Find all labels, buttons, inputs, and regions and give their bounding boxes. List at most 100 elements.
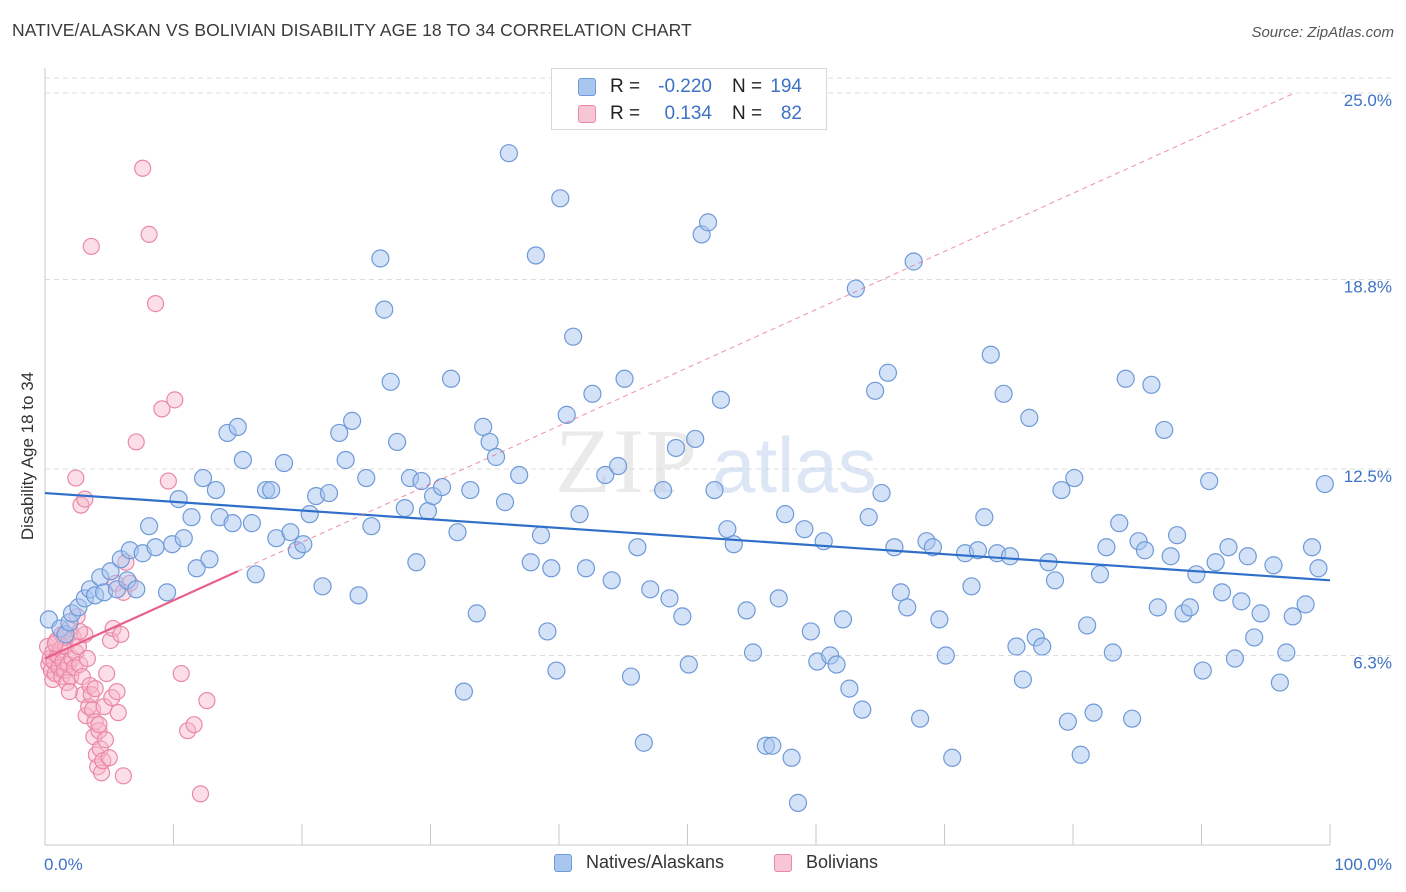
data-point-natives bbox=[557, 405, 576, 424]
data-point-natives bbox=[357, 468, 376, 488]
data-point-natives bbox=[174, 529, 193, 548]
legend-r-value: -0.220 bbox=[658, 76, 712, 97]
series-bolivians bbox=[38, 159, 216, 803]
data-point-natives bbox=[1296, 595, 1315, 614]
data-point-natives bbox=[1007, 637, 1026, 656]
data-point-natives bbox=[262, 480, 281, 500]
data-point-natives bbox=[1225, 649, 1245, 668]
data-point-natives bbox=[641, 580, 660, 599]
data-point-natives bbox=[313, 577, 332, 596]
data-point-natives bbox=[634, 733, 653, 752]
data-point-natives bbox=[1116, 369, 1135, 388]
data-point-natives bbox=[576, 559, 596, 578]
data-point-natives bbox=[1052, 480, 1071, 500]
data-point-natives bbox=[795, 520, 814, 539]
data-point-bolivians bbox=[108, 682, 126, 701]
data-point-natives bbox=[1000, 547, 1020, 566]
data-point-natives bbox=[1315, 474, 1334, 494]
series-legend: Natives/Alaskans Bolivians bbox=[0, 852, 1406, 876]
data-point-natives bbox=[711, 390, 731, 409]
data-point-natives bbox=[698, 213, 718, 232]
data-point-natives bbox=[139, 517, 159, 536]
data-point-natives bbox=[763, 736, 782, 755]
data-point-natives bbox=[182, 508, 201, 527]
data-point-natives bbox=[1090, 565, 1110, 584]
data-point-bolivians bbox=[90, 716, 108, 734]
data-point-bolivians bbox=[109, 704, 127, 722]
data-point-natives bbox=[737, 601, 756, 620]
data-point-natives bbox=[521, 553, 540, 572]
data-point-natives bbox=[1193, 661, 1212, 680]
source-label: Source: ZipAtlas.com bbox=[1251, 24, 1394, 41]
data-point-bolivians bbox=[81, 676, 99, 695]
correlation-legend: R = -0.220 N = 194 R = 0.134 N = 82 bbox=[551, 68, 827, 130]
data-point-bolivians bbox=[76, 490, 94, 508]
legend-n-value: 82 bbox=[780, 103, 802, 124]
trend-line-bolivians bbox=[44, 570, 239, 660]
data-point-natives bbox=[666, 438, 686, 458]
legend-r-label: R = bbox=[610, 103, 641, 124]
data-point-natives bbox=[412, 471, 431, 491]
data-point-natives bbox=[583, 384, 602, 403]
axes bbox=[44, 68, 1331, 846]
data-point-natives bbox=[846, 279, 865, 298]
data-point-natives bbox=[336, 450, 355, 470]
data-point-natives bbox=[564, 327, 583, 346]
data-point-natives bbox=[547, 661, 566, 680]
data-point-natives bbox=[628, 538, 647, 557]
y-tick-label: 6.3% bbox=[1353, 654, 1392, 673]
data-point-natives bbox=[679, 655, 698, 674]
legend-n-label: N = bbox=[732, 76, 763, 97]
data-point-natives bbox=[801, 622, 820, 641]
data-point-natives bbox=[1187, 565, 1206, 584]
legend-n-label: N = bbox=[732, 103, 763, 124]
data-point-natives bbox=[788, 793, 808, 812]
data-point-natives bbox=[602, 571, 621, 590]
trend-extension-bolivians bbox=[237, 92, 1295, 572]
legend-row-bolivians: R = 0.134 N = 82 bbox=[552, 101, 826, 127]
data-point-natives bbox=[968, 541, 988, 560]
data-point-natives bbox=[432, 477, 452, 497]
data-point-natives bbox=[242, 514, 261, 533]
data-point-natives bbox=[1283, 607, 1302, 626]
data-point-bolivians bbox=[159, 472, 177, 490]
data-point-natives bbox=[362, 517, 381, 536]
chart-title: NATIVE/ALASKAN VS BOLIVIAN DISABILITY AG… bbox=[12, 20, 692, 40]
data-point-natives bbox=[596, 465, 615, 485]
data-point-natives bbox=[981, 345, 1000, 364]
data-point-natives bbox=[480, 432, 499, 452]
data-point-natives bbox=[718, 520, 737, 539]
x-tick-label: 100.0% bbox=[1334, 855, 1392, 874]
data-point-natives bbox=[193, 468, 213, 488]
data-point-natives bbox=[570, 505, 589, 524]
data-point-natives bbox=[246, 565, 265, 584]
data-point-natives bbox=[859, 508, 878, 527]
data-point-natives bbox=[1167, 526, 1187, 545]
trend-lines bbox=[44, 92, 1331, 660]
data-point-natives bbox=[371, 249, 390, 268]
data-point-natives bbox=[454, 682, 474, 701]
data-point-natives bbox=[330, 423, 349, 443]
data-point-natives bbox=[782, 748, 801, 767]
legend-row-natives: R = -0.220 N = 194 bbox=[552, 74, 826, 100]
data-point-natives bbox=[1251, 604, 1270, 623]
data-point-bolivians bbox=[90, 722, 108, 740]
data-point-natives bbox=[381, 372, 400, 391]
data-point-natives bbox=[1045, 571, 1065, 590]
data-point-natives bbox=[1277, 643, 1296, 662]
watermark-zip: ZIP bbox=[555, 410, 699, 512]
data-point-natives bbox=[510, 465, 529, 485]
data-point-natives bbox=[499, 144, 518, 163]
data-point-natives bbox=[866, 381, 885, 400]
data-point-natives bbox=[1033, 637, 1052, 656]
legend-r-value: 0.134 bbox=[664, 103, 712, 124]
y-tick-label: 25.0% bbox=[1344, 91, 1392, 110]
data-point-natives bbox=[705, 480, 724, 500]
data-point-natives bbox=[223, 514, 242, 533]
data-point-natives bbox=[1206, 553, 1225, 572]
data-point-natives bbox=[526, 246, 545, 265]
data-point-natives bbox=[1245, 628, 1264, 647]
data-point-natives bbox=[878, 363, 898, 382]
legend-swatch-pink bbox=[774, 854, 792, 872]
data-point-natives bbox=[930, 610, 949, 629]
